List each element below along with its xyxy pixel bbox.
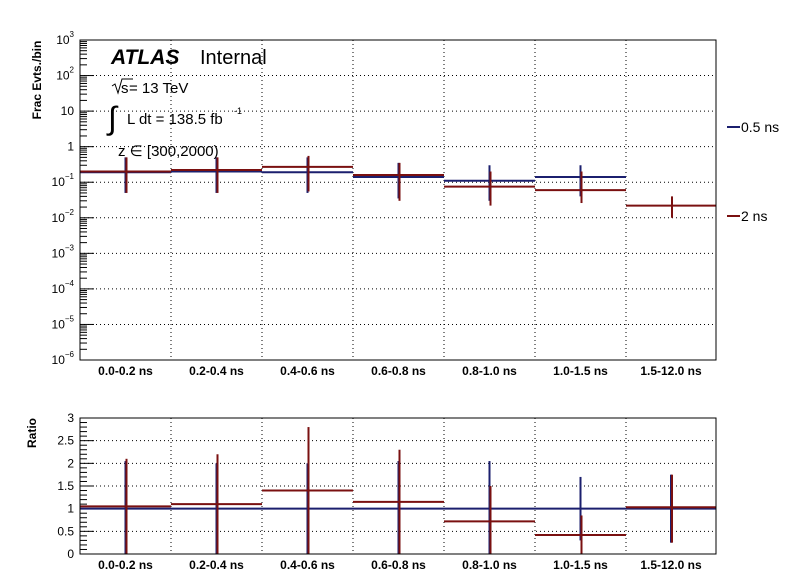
- legend-label: 0.5 ns: [741, 119, 779, 135]
- main-x-tick-labels: 0.0-0.2 ns 0.2-0.4 ns 0.4-0.6 ns 0.6-0.8 ns…: [98, 364, 702, 378]
- top-series-1: [80, 155, 716, 218]
- sqrt-s-label: s: [121, 80, 129, 97]
- main-grid: [80, 40, 716, 360]
- top-x-tick-label: 0.8-1.0 ns: [462, 364, 517, 378]
- ratio-plot-panel: 0 0.5 1 1.5 2 2.5 3 0.0-0.2 ns 0.2-0.4 ns 0.4-0.…: [25, 411, 717, 572]
- top-y-tick-exp: −6: [65, 350, 75, 359]
- top-x-tick-label: 0.0-0.2 ns: [98, 364, 153, 378]
- bot-y-tick-label: 2.5: [57, 434, 74, 448]
- main-plot-frame: [79, 39, 717, 361]
- selection-label: z ∈ [300,2000): [118, 143, 219, 160]
- top-y-tick-exp: 2: [70, 66, 75, 75]
- bot-y-tick-label: 1: [67, 502, 74, 516]
- bot-series-0: [80, 461, 716, 554]
- sqrt-sign-icon: [111, 78, 133, 95]
- top-y-tick-base: 10: [52, 175, 66, 189]
- bot-series-1: [80, 427, 716, 554]
- bot-x-tick-label: 1.0-1.5 ns: [553, 558, 608, 572]
- bot-y-tick-label: 3: [67, 411, 74, 425]
- top-y-tick-label: 102: [56, 66, 74, 83]
- top-y-tick-label: 10−3: [52, 243, 75, 260]
- ratio-y-ticks: [80, 417, 94, 555]
- top-y-tick-exp: −1: [65, 172, 75, 181]
- top-y-tick-label: 10−2: [52, 208, 75, 225]
- top-y-tick-label: 10−1: [52, 172, 75, 189]
- top-y-tick-exp: −4: [65, 279, 75, 288]
- top-y-tick-label: 10−5: [52, 314, 75, 331]
- bot-x-tick-label: 1.5-12.0 ns: [640, 558, 702, 572]
- top-y-tick-label: 10−4: [52, 279, 75, 296]
- luminosity-annotation: ∫ L dt = 138.5 fb -1: [106, 100, 242, 136]
- top-y-tick-label: 10: [61, 104, 75, 118]
- top-y-tick-base: 10: [52, 282, 66, 296]
- bot-x-tick-label: 0.0-0.2 ns: [98, 558, 153, 572]
- main-y-axis-label: Frac Evts./bin: [30, 41, 44, 120]
- top-x-tick-label: 0.2-0.4 ns: [189, 364, 244, 378]
- top-x-tick-label: 0.6-0.8 ns: [371, 364, 426, 378]
- top-y-tick-base: 10: [52, 317, 66, 331]
- lumi-exponent: -1: [234, 106, 242, 116]
- top-y-tick-label: 10−6: [52, 350, 75, 367]
- top-y-tick-base: 10: [56, 33, 70, 47]
- top-y-tick-base: 10: [52, 246, 66, 260]
- integral-sign: ∫: [106, 100, 119, 136]
- top-y-tick-label: 103: [56, 30, 74, 47]
- top-x-tick-label: 1.0-1.5 ns: [553, 364, 608, 378]
- ratio-series: [80, 427, 716, 554]
- energy-annotation: s = 13 TeV: [111, 78, 188, 97]
- main-y-ticks: [80, 39, 94, 361]
- main-series: [80, 155, 716, 218]
- energy-label: = 13 TeV: [129, 80, 188, 97]
- bot-y-tick-label: 0.5: [57, 524, 74, 538]
- bot-x-tick-label: 0.8-1.0 ns: [462, 558, 517, 572]
- ratio-y-tick-labels: 0 0.5 1 1.5 2 2.5 3: [57, 411, 74, 561]
- top-y-tick-exp: −2: [65, 208, 75, 217]
- top-y-tick-base: 10: [56, 69, 70, 83]
- top-y-tick-exp: −5: [65, 314, 75, 323]
- bot-y-tick-label: 2: [67, 456, 74, 470]
- lumi-label: L dt = 138.5 fb: [127, 111, 223, 128]
- ratio-x-tick-labels: 0.0-0.2 ns 0.2-0.4 ns 0.4-0.6 ns 0.6-0.8 ns…: [98, 558, 702, 572]
- bot-x-tick-label: 0.4-0.6 ns: [280, 558, 335, 572]
- status-label: Internal: [200, 47, 267, 69]
- bot-x-tick-label: 0.6-0.8 ns: [371, 558, 426, 572]
- atlas-label: ATLAS: [110, 46, 179, 69]
- bot-y-tick-label: 1.5: [57, 479, 74, 493]
- top-series-0: [80, 157, 626, 201]
- legend-label: 2 ns: [741, 208, 767, 224]
- top-y-tick-base: 10: [52, 353, 66, 367]
- legend: 0.5 ns 2 ns: [727, 119, 779, 224]
- bot-x-tick-label: 0.2-0.4 ns: [189, 558, 244, 572]
- top-y-tick-label: 1: [67, 140, 74, 154]
- top-y-tick-exp: −3: [65, 243, 75, 252]
- bot-y-tick-label: 0: [67, 547, 74, 561]
- ratio-y-axis-label: Ratio: [25, 418, 39, 448]
- ratio-grid: [80, 418, 716, 554]
- ratio-plot-frame: [79, 417, 717, 555]
- top-x-tick-label: 1.5-12.0 ns: [640, 364, 702, 378]
- top-y-tick-exp: 3: [70, 30, 75, 39]
- top-y-tick-base: 10: [52, 211, 66, 225]
- top-x-tick-label: 0.4-0.6 ns: [280, 364, 335, 378]
